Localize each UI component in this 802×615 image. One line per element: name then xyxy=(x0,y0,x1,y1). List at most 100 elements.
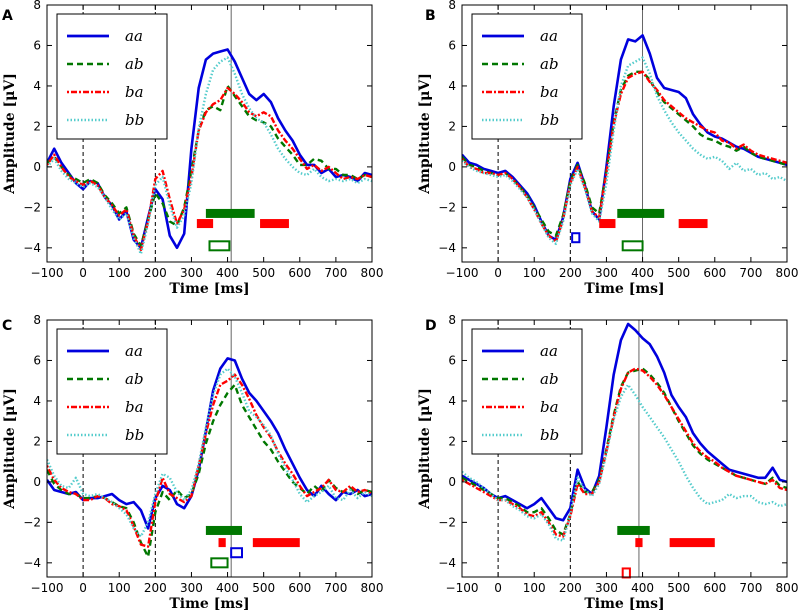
significance-bar xyxy=(678,219,708,229)
y-axis-label: Amplitude [μV] xyxy=(417,388,433,510)
x-axis-label: Time [ms] xyxy=(584,596,664,612)
y-tick-label: 6 xyxy=(33,38,41,52)
x-tick-label: 400 xyxy=(216,581,239,595)
series-line-bb xyxy=(47,367,372,538)
x-axis-label: Time [ms] xyxy=(169,281,249,297)
x-tick-label: 500 xyxy=(667,266,690,280)
panel-label: B xyxy=(425,8,436,24)
series-line-bb xyxy=(462,56,787,245)
x-tick-label: −100 xyxy=(31,581,64,595)
axes-frame xyxy=(46,4,373,263)
x-tick-label: 500 xyxy=(252,266,275,280)
legend-label-ba: ba xyxy=(540,83,559,101)
legend: aa ab ba bb xyxy=(56,13,168,140)
legend-label-ba: ba xyxy=(540,398,559,416)
x-tick-label: 800 xyxy=(776,266,799,280)
significance-bar xyxy=(635,538,643,548)
y-tick-label: 2 xyxy=(33,434,41,448)
x-tick-label: 0 xyxy=(494,266,502,280)
y-tick-label: −4 xyxy=(438,556,456,570)
series-line-bb xyxy=(47,56,372,256)
x-tick-label: 800 xyxy=(361,266,384,280)
panel-d: D −100 0 100 200 300 400 500 600 700 800 −4 −2 0 2 4 6 8 T… xyxy=(417,313,798,612)
y-tick-label: 2 xyxy=(448,119,456,133)
y-tick-label: −4 xyxy=(23,241,41,255)
legend-frame xyxy=(56,328,168,455)
significance-bar xyxy=(208,240,231,252)
y-tick-label: 4 xyxy=(448,394,456,408)
panel-c: C −100 0 100 200 300 400 500 600 700 800 −4 −2 0 2 4 6 8 T… xyxy=(2,313,383,612)
y-tick-label: 6 xyxy=(448,38,456,52)
legend-frame xyxy=(471,328,583,455)
legend-frame xyxy=(56,13,168,140)
significance-bar xyxy=(617,208,665,218)
legend-label-ab: ab xyxy=(125,370,144,388)
panel-label: A xyxy=(2,8,13,24)
y-tick-label: −2 xyxy=(23,515,41,529)
legend-label-bb: bb xyxy=(540,426,559,444)
x-tick-label: 800 xyxy=(361,581,384,595)
significance-bar xyxy=(669,538,715,548)
panel-b: B −100 0 100 200 300 400 500 600 700 800 −4 −2 0 2 4 6 8 T… xyxy=(417,0,798,297)
y-tick-label: 0 xyxy=(448,475,456,489)
y-tick-label: 2 xyxy=(33,119,41,133)
significance-bar xyxy=(210,557,229,569)
legend-label-aa: aa xyxy=(125,27,143,45)
legend-label-aa: aa xyxy=(540,342,558,360)
plot-area xyxy=(462,34,787,245)
x-tick-label: 700 xyxy=(324,266,347,280)
x-tick-label: 300 xyxy=(180,581,203,595)
plot-area xyxy=(462,322,787,542)
y-tick-label: −4 xyxy=(438,241,456,255)
legend-label-ab: ab xyxy=(125,55,144,73)
legend-label-aa: aa xyxy=(125,342,143,360)
y-tick-label: 0 xyxy=(448,160,456,174)
significance-bar xyxy=(205,525,242,535)
series-line-bb xyxy=(462,383,787,542)
x-tick-label: −100 xyxy=(446,581,479,595)
y-tick-label: 4 xyxy=(33,394,41,408)
x-tick-label: 100 xyxy=(523,266,546,280)
x-tick-label: 0 xyxy=(79,581,87,595)
x-tick-label: 400 xyxy=(631,266,654,280)
x-tick-label: 100 xyxy=(523,581,546,595)
x-tick-label: 400 xyxy=(631,581,654,595)
series-line-ab xyxy=(462,70,787,237)
legend-label-aa: aa xyxy=(540,27,558,45)
legend: aa ab ba bb xyxy=(56,328,168,455)
plot-area xyxy=(47,357,372,558)
y-tick-label: 4 xyxy=(33,79,41,93)
y-tick-label: −2 xyxy=(438,200,456,214)
x-tick-label: 300 xyxy=(595,581,618,595)
significance-bar xyxy=(617,525,650,535)
axes-frame xyxy=(461,4,788,263)
panel-label: C xyxy=(2,318,12,334)
significance-bar xyxy=(599,219,616,229)
legend-label-bb: bb xyxy=(125,111,144,129)
significance-bar xyxy=(230,547,244,559)
x-tick-label: 100 xyxy=(108,266,131,280)
legend: aa ab ba bb xyxy=(471,328,583,455)
y-axis-label: Amplitude [μV] xyxy=(2,73,18,195)
y-tick-label: 8 xyxy=(33,0,41,12)
x-tick-label: 600 xyxy=(703,581,726,595)
x-tick-label: 800 xyxy=(776,581,799,595)
series-line-aa xyxy=(462,322,787,522)
x-tick-label: 600 xyxy=(288,266,311,280)
significance-bar xyxy=(252,538,300,548)
significance-bar xyxy=(571,232,581,244)
series-line-ba xyxy=(462,367,787,538)
y-tick-label: 6 xyxy=(448,353,456,367)
significance-bar xyxy=(621,240,644,252)
x-tick-label: 0 xyxy=(494,581,502,595)
x-tick-label: 700 xyxy=(739,266,762,280)
y-tick-label: −2 xyxy=(23,200,41,214)
legend: aa ab ba bb xyxy=(471,13,583,140)
y-tick-label: 8 xyxy=(33,313,41,327)
significance-bar xyxy=(621,567,631,579)
legend-frame xyxy=(471,13,583,140)
x-axis-label: Time [ms] xyxy=(584,281,664,297)
x-tick-label: 200 xyxy=(144,581,167,595)
panel-label: D xyxy=(425,318,437,334)
